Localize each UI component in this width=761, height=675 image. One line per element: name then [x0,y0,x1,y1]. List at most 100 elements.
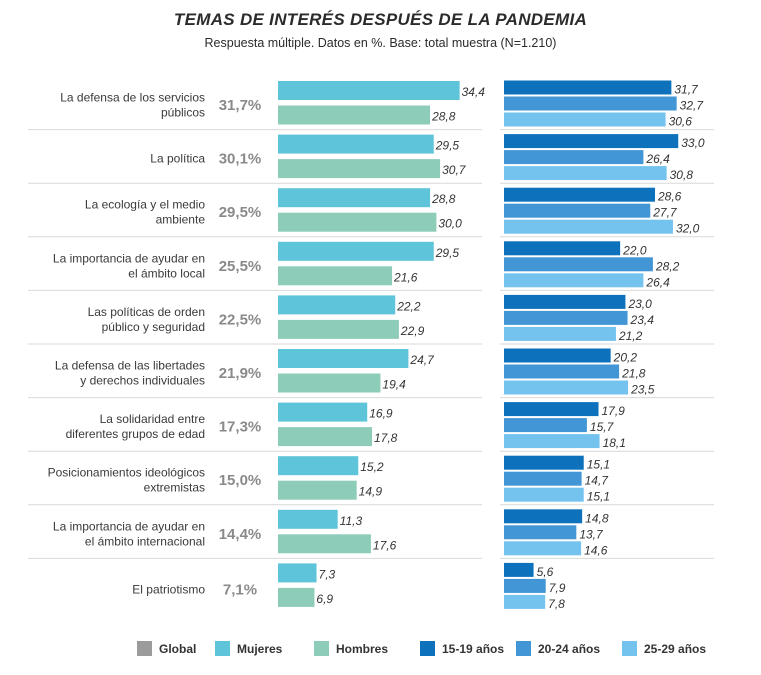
global-value: 17,3% [219,419,262,436]
bar-hombres [278,373,381,393]
bar-age-20-24 [504,418,587,433]
value-label-mujeres: 24,7 [409,353,435,367]
bar-mujeres [278,563,317,583]
bar-age-15-19 [504,455,584,470]
global-value: 15,0% [219,472,262,489]
value-label-mujeres: 7,3 [319,567,336,581]
value-label-mujeres: 28,8 [431,192,456,206]
category-label: La solidaridad entre diferentes grupos de… [66,412,206,441]
bar-hombres [278,159,441,179]
bar-age-15-19 [504,509,583,524]
value-label-age-20-24: 13,7 [579,527,604,541]
bar-mujeres [278,456,359,476]
value-label-mujeres: 34,4 [462,85,486,99]
value-label-hombres: 28,8 [431,110,456,124]
value-label-age-25-29: 14,6 [584,543,608,557]
legend-label-20-24-a-os: 20-24 años [538,642,600,656]
global-value: 25,5% [219,258,262,275]
value-label-age-20-24: 27,7 [652,206,678,220]
value-label-age-25-29: 23,5 [630,383,655,397]
legend-label-25-29-a-os: 25-29 años [644,642,706,656]
value-label-hombres: 6,9 [316,592,333,606]
value-label-age-20-24: 28,2 [655,259,680,273]
value-label-age-20-24: 14,7 [585,474,610,488]
bar-age-25-29 [504,166,667,181]
chart-title: TEMAS DE INTERÉS DESPUÉS DE LA PANDEMIA [173,10,588,29]
bar-hombres [278,266,393,286]
value-label-age-20-24: 32,7 [680,99,705,113]
bar-hombres [278,587,315,607]
category-label: La defensa de las libertades y derechos i… [55,359,205,388]
bar-hombres [278,534,371,554]
category-label: La defensa de los servicios públicos [60,91,205,120]
value-label-age-25-29: 15,1 [587,490,610,504]
bar-age-15-19 [504,80,672,95]
value-label-hombres: 22,9 [400,324,425,338]
bar-age-20-24 [504,96,677,111]
legend-swatch-15-19-a-os [420,641,435,656]
global-value: 7,1% [223,581,257,598]
category-label: Las políticas de orden público y segurida… [88,305,205,334]
bar-age-25-29 [504,326,616,341]
bar-age-25-29 [504,273,644,288]
value-label-age-15-19: 22,0 [622,243,647,257]
value-label-age-15-19: 33,0 [681,136,705,150]
legend-swatch-20-24-a-os [516,641,531,656]
legend-swatch-25-29-a-os [622,641,637,656]
value-label-mujeres: 29,5 [435,246,460,260]
global-value: 21,9% [219,365,262,382]
value-label-mujeres: 22,2 [396,299,421,313]
value-label-mujeres: 16,9 [369,407,393,421]
bar-age-20-24 [504,525,577,540]
bar-hombres [278,480,357,500]
value-label-age-25-29: 18,1 [603,436,626,450]
bar-mujeres [278,188,431,208]
global-value: 30,1% [219,151,262,168]
value-label-age-15-19: 23,0 [627,297,652,311]
bar-mujeres [278,295,396,315]
value-label-age-25-29: 32,0 [676,222,700,236]
bar-age-20-24 [504,203,651,218]
value-label-age-25-29: 21,2 [618,329,643,343]
bar-age-20-24 [504,471,582,486]
bar-mujeres [278,81,460,100]
value-label-hombres: 30,0 [438,217,462,231]
category-label: La ecología y el medio ambiente [85,198,205,227]
bar-mujeres [278,509,338,529]
chart-subtitle: Respuesta múltiple. Datos en %. Base: to… [204,36,557,50]
value-label-hombres: 14,9 [359,485,383,499]
global-value: 31,7% [219,97,262,114]
value-label-hombres: 30,7 [442,163,467,177]
category-label: La política [150,152,205,166]
value-label-hombres: 19,4 [382,378,406,392]
value-label-age-20-24: 7,9 [549,581,566,595]
bar-age-20-24 [504,257,653,272]
value-label-age-25-29: 26,4 [645,275,670,289]
value-label-age-20-24: 15,7 [590,420,615,434]
value-label-age-25-29: 30,6 [669,115,693,129]
legend-label-hombres: Hombres [336,642,388,656]
value-label-hombres: 17,6 [373,538,397,552]
bar-age-15-19 [504,187,656,202]
bar-hombres [278,212,437,232]
bar-hombres [278,105,431,125]
value-label-mujeres: 15,2 [360,460,384,474]
category-label: La importancia de ayudar en el ámbito int… [53,519,205,548]
bar-mujeres [278,241,434,261]
category-label: El patriotismo [132,582,205,596]
bar-age-20-24 [504,578,546,593]
value-label-age-15-19: 5,6 [537,565,554,579]
bar-age-15-19 [504,348,611,363]
bar-age-20-24 [504,364,620,379]
value-label-age-20-24: 26,4 [645,152,670,166]
value-label-age-25-29: 30,8 [670,168,694,182]
bar-age-25-29 [504,594,546,609]
bar-age-25-29 [504,219,673,234]
bar-age-15-19 [504,134,679,149]
legend-swatch-hombres [314,641,329,656]
bar-age-15-19 [504,562,534,577]
bar-hombres [278,319,399,339]
bar-age-20-24 [504,310,628,325]
global-value: 29,5% [219,204,262,221]
bar-age-20-24 [504,150,644,165]
